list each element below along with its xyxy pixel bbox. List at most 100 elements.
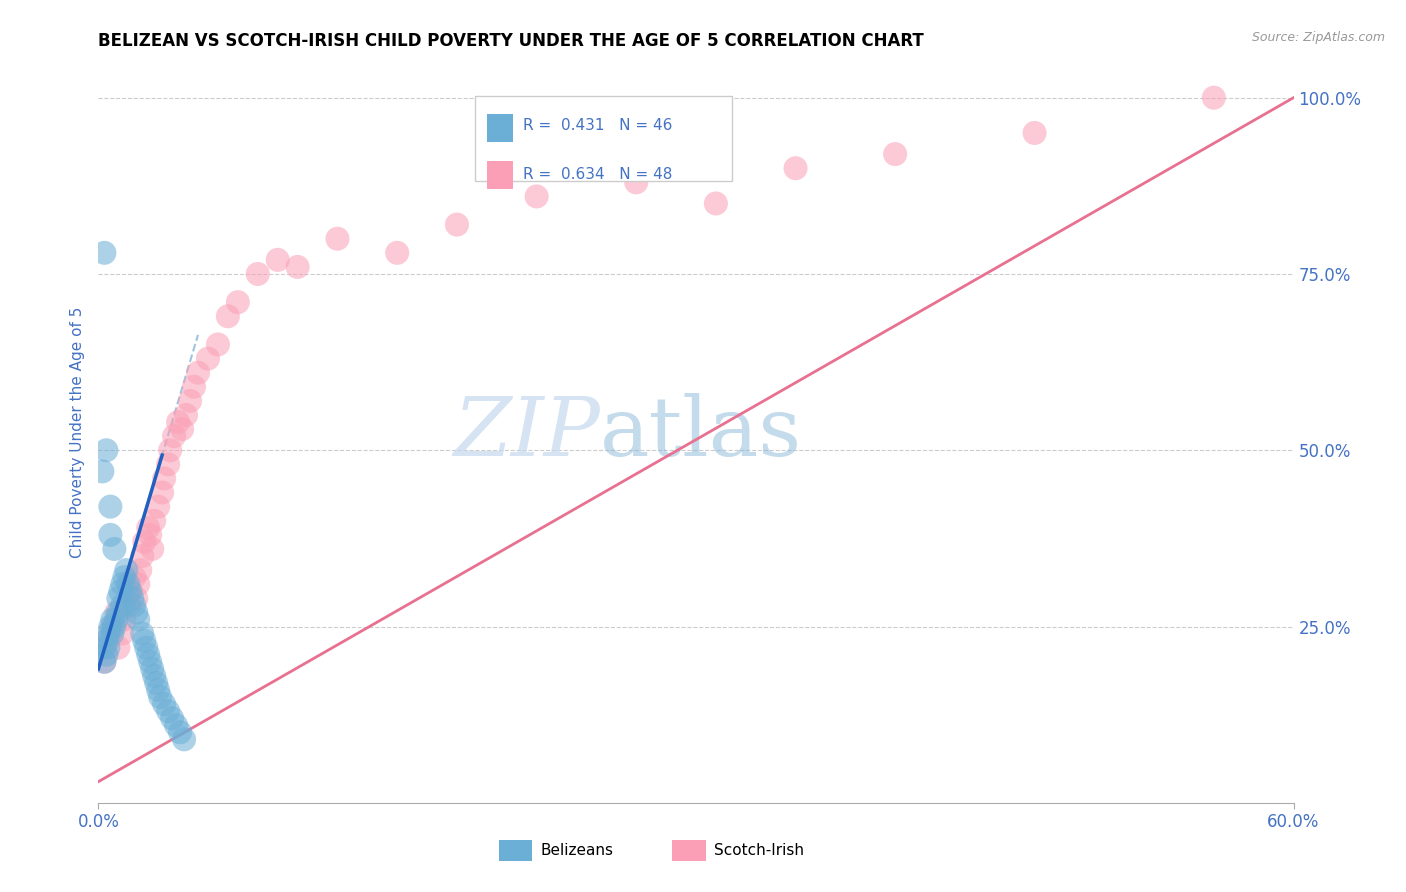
Point xyxy=(157,458,180,472)
Point xyxy=(153,697,176,711)
Point xyxy=(97,640,120,655)
Point xyxy=(91,464,114,478)
Point xyxy=(139,528,162,542)
Point xyxy=(97,633,120,648)
Point xyxy=(107,591,129,606)
Point xyxy=(129,563,152,577)
Point xyxy=(111,577,134,591)
Point xyxy=(145,676,167,690)
Point xyxy=(124,599,146,613)
Point xyxy=(287,260,309,274)
Point xyxy=(135,640,157,655)
Point xyxy=(93,655,115,669)
FancyBboxPatch shape xyxy=(486,114,513,143)
Point xyxy=(150,485,173,500)
Point xyxy=(110,584,132,599)
Point xyxy=(173,732,195,747)
Point xyxy=(103,619,125,633)
Point xyxy=(111,599,134,613)
Point xyxy=(93,640,115,655)
Point xyxy=(148,500,170,514)
Point xyxy=(127,612,149,626)
Point xyxy=(107,606,129,620)
Point xyxy=(172,422,194,436)
Point xyxy=(884,147,907,161)
Point xyxy=(131,626,153,640)
Point xyxy=(143,669,166,683)
Point xyxy=(98,619,122,633)
Point xyxy=(115,563,138,577)
Text: atlas: atlas xyxy=(600,392,803,473)
Point xyxy=(131,549,153,563)
Point xyxy=(121,591,143,606)
Point xyxy=(96,443,118,458)
Text: Belizeans: Belizeans xyxy=(541,843,613,858)
FancyBboxPatch shape xyxy=(475,95,733,181)
Point xyxy=(117,599,139,613)
Point xyxy=(96,648,118,662)
Text: Source: ZipAtlas.com: Source: ZipAtlas.com xyxy=(1251,31,1385,45)
Point xyxy=(149,690,172,704)
Point xyxy=(120,584,142,599)
Point xyxy=(148,683,170,698)
Point xyxy=(134,535,156,549)
Point xyxy=(326,232,349,246)
Point xyxy=(139,655,162,669)
Text: R =  0.431   N = 46: R = 0.431 N = 46 xyxy=(523,118,672,133)
Point xyxy=(98,528,122,542)
Point xyxy=(267,252,290,267)
Point xyxy=(446,218,468,232)
Point xyxy=(626,175,648,189)
Point xyxy=(143,514,166,528)
Point xyxy=(704,196,727,211)
Point xyxy=(197,351,219,366)
Point xyxy=(101,619,124,633)
Point xyxy=(103,541,125,556)
Point xyxy=(96,633,118,648)
Text: R =  0.634   N = 48: R = 0.634 N = 48 xyxy=(523,168,672,183)
Point xyxy=(385,245,409,260)
FancyBboxPatch shape xyxy=(672,840,706,861)
FancyBboxPatch shape xyxy=(486,161,513,189)
Point xyxy=(183,380,205,394)
Point xyxy=(105,606,128,620)
Point xyxy=(526,189,548,203)
Point xyxy=(187,366,209,380)
Point xyxy=(127,577,149,591)
Point xyxy=(112,570,135,584)
Text: BELIZEAN VS SCOTCH-IRISH CHILD POVERTY UNDER THE AGE OF 5 CORRELATION CHART: BELIZEAN VS SCOTCH-IRISH CHILD POVERTY U… xyxy=(98,32,924,50)
Point xyxy=(157,704,180,718)
Point xyxy=(120,584,142,599)
Point xyxy=(111,626,134,640)
Point xyxy=(167,415,190,429)
Point xyxy=(93,655,115,669)
Point xyxy=(141,541,163,556)
FancyBboxPatch shape xyxy=(499,840,533,861)
Point xyxy=(93,245,115,260)
Point xyxy=(226,295,249,310)
Point xyxy=(174,408,197,422)
Y-axis label: Child Poverty Under the Age of 5: Child Poverty Under the Age of 5 xyxy=(69,307,84,558)
Text: Scotch-Irish: Scotch-Irish xyxy=(714,843,804,858)
Point xyxy=(125,591,148,606)
Point xyxy=(246,267,269,281)
Point xyxy=(134,633,156,648)
Point xyxy=(179,393,201,408)
Point xyxy=(785,161,807,176)
Point xyxy=(117,577,139,591)
Point xyxy=(153,471,176,485)
Point xyxy=(160,711,183,725)
Point xyxy=(105,612,128,626)
Point xyxy=(1024,126,1046,140)
Point xyxy=(136,648,159,662)
Point xyxy=(107,640,129,655)
Point xyxy=(217,310,239,324)
Point xyxy=(124,570,146,584)
Point xyxy=(125,606,148,620)
Text: ZIP: ZIP xyxy=(454,392,600,473)
Point xyxy=(101,626,124,640)
Point xyxy=(141,662,163,676)
Point xyxy=(112,612,135,626)
Point xyxy=(165,718,187,732)
Point xyxy=(136,521,159,535)
